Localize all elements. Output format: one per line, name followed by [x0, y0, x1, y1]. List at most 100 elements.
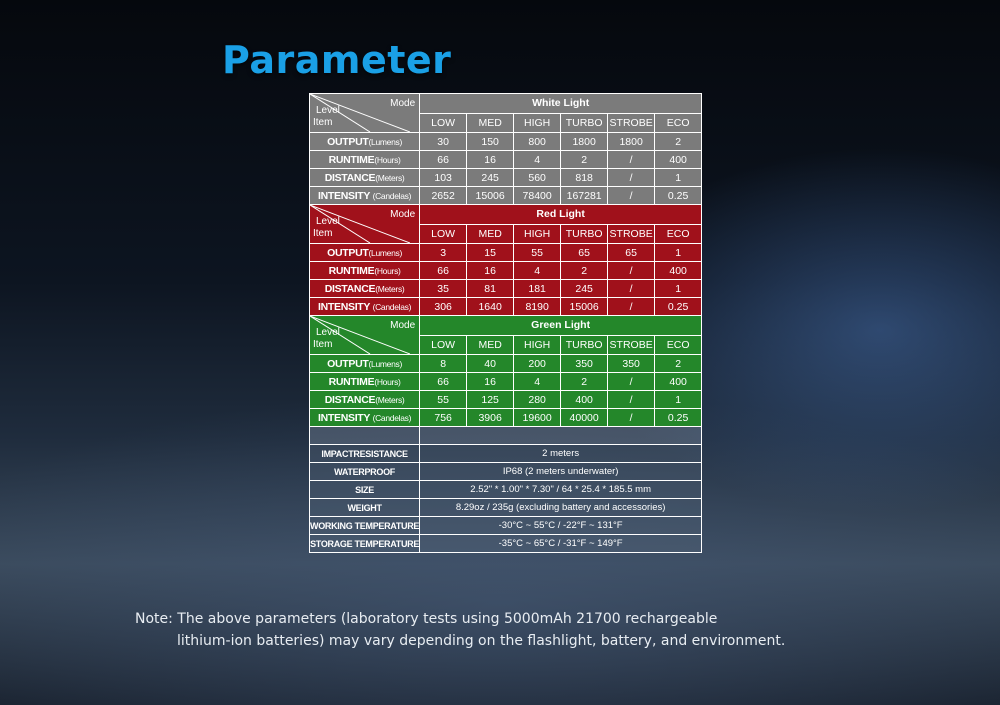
diagonal-divider	[310, 316, 410, 354]
row-label-unit: (Meters)	[375, 283, 405, 294]
section-title: Green Light	[419, 315, 703, 336]
table-cell: 19600	[513, 408, 562, 427]
diagonal-divider	[310, 205, 410, 243]
row-label-unit: (Lumens)	[368, 358, 403, 369]
row-label-name: DISTANCE	[324, 282, 376, 295]
mode-header-cell: HIGH	[513, 223, 562, 244]
mode-label: Mode	[390, 209, 416, 220]
section-title: Red Light	[419, 204, 703, 225]
row-label-unit: (Hours)	[374, 376, 401, 387]
mode-header-cell: TURBO	[560, 223, 609, 244]
table-cell: 1800	[607, 132, 656, 151]
footnote-line-2: lithium-ion batteries) may vary dependin…	[177, 633, 786, 649]
spec-row: WATERPROOF IP68 (2 meters underwater)	[308, 462, 703, 481]
row-label-name: OUTPUT	[327, 357, 369, 370]
table-cell: 78400	[513, 186, 562, 205]
row-label-name: INTENSITY	[317, 189, 373, 202]
level-label: Level	[316, 105, 340, 116]
diagonal-divider	[310, 94, 410, 132]
table-cell: /	[607, 168, 656, 187]
table-cell: 40000	[560, 408, 609, 427]
table-cell: 3906	[466, 408, 515, 427]
table-cell: 3	[419, 243, 468, 262]
row-label: INTENSITY (Candelas)	[308, 186, 421, 205]
table-cell: 400	[560, 390, 609, 409]
section-header-row: Mode Level Item Red Light	[308, 204, 703, 244]
table-cell: 15006	[466, 186, 515, 205]
table-row: DISTANCE(Meters) 35 81 181 245/1	[308, 279, 703, 298]
item-label: Item	[313, 117, 333, 128]
row-label: OUTPUT(Lumens)	[308, 243, 421, 262]
table-cell: 350	[607, 354, 656, 373]
spec-row: WEIGHT 8.29oz / 235g (excluding battery a…	[308, 498, 703, 517]
table-cell: 2	[654, 132, 703, 151]
table-cell: /	[607, 261, 656, 280]
table-cell: 0.25	[654, 408, 703, 427]
table-cell: 2	[560, 372, 609, 391]
table-cell: /	[607, 150, 656, 169]
table-cell: 0.25	[654, 186, 703, 205]
mode-header-cell: ECO	[654, 112, 703, 133]
row-label-name: RUNTIME	[328, 264, 375, 277]
table-cell: 167281	[560, 186, 609, 205]
row-label: OUTPUT(Lumens)	[308, 132, 421, 151]
row-label: OUTPUT(Lumens)	[308, 354, 421, 373]
table-row: INTENSITY (Candelas) 756 3906 19600 40000/0.…	[308, 408, 703, 427]
table-cell: 245	[466, 168, 515, 187]
mode-header-row: LOW MED HIGH TURBO STROBE ECO	[310, 223, 703, 244]
mode-header-cell: STROBE	[607, 334, 656, 355]
table-cell: 4	[513, 261, 562, 280]
table-cell: 4	[513, 372, 562, 391]
mode-header-cell: STROBE	[607, 112, 656, 133]
table-cell: 150	[466, 132, 515, 151]
mode-label: Mode	[390, 98, 416, 109]
table-row: DISTANCE(Meters) 55 125 280 400/1	[308, 390, 703, 409]
row-label-unit: (Lumens)	[368, 136, 403, 147]
row-label-name: OUTPUT	[327, 246, 369, 259]
table-cell: 81	[466, 279, 515, 298]
mode-header-row: LOW MED HIGH TURBO STROBE ECO	[310, 334, 703, 355]
table-cell: 30	[419, 132, 468, 151]
table-cell: 756	[419, 408, 468, 427]
mode-header-cell: HIGH	[513, 334, 562, 355]
table-row: DISTANCE(Meters) 103 245 560 818/1	[308, 168, 703, 187]
table-cell: 8	[419, 354, 468, 373]
table-cell: 2	[654, 354, 703, 373]
spec-value: 2 meters	[419, 444, 703, 463]
spec-label: STORAGE TEMPERATURE	[308, 534, 421, 553]
mode-header-cell: LOW	[419, 334, 468, 355]
row-label-unit: (Hours)	[374, 154, 401, 165]
row-label-unit: (Candelas)	[372, 301, 412, 312]
table-row: RUNTIME(Hours) 66 16 4 2/400	[308, 372, 703, 391]
level-label: Level	[316, 327, 340, 338]
spec-label: IMPACTRESISTANCE	[308, 444, 421, 463]
table-cell: 818	[560, 168, 609, 187]
section-header-row: Mode Level Item Green Light	[308, 315, 703, 355]
item-label: Item	[313, 228, 333, 239]
spec-value: IP68 (2 meters underwater)	[419, 462, 703, 481]
spec-value: 2.52" * 1.00" * 7.30" / 64 * 25.4 * 185.…	[419, 480, 703, 499]
level-label: Level	[316, 216, 340, 227]
spec-value: 8.29oz / 235g (excluding battery and acc…	[419, 498, 703, 517]
table-cell: 8190	[513, 297, 562, 316]
row-label: DISTANCE(Meters)	[308, 279, 421, 298]
parameter-table: Mode Level Item White Light LOW MED HIGH TURBO S…	[308, 93, 703, 553]
mode-header-cell: TURBO	[560, 334, 609, 355]
table-cell: 2652	[419, 186, 468, 205]
mode-header-cell: LOW	[419, 112, 468, 133]
table-row: OUTPUT(Lumens) 3 15 55 65 65 1	[308, 243, 703, 262]
table-cell: 16	[466, 372, 515, 391]
spacer-cell	[308, 426, 421, 445]
row-label-name: RUNTIME	[328, 153, 375, 166]
table-cell: 245	[560, 279, 609, 298]
page-title: Parameter	[222, 38, 452, 82]
spec-label: WEIGHT	[308, 498, 421, 517]
row-label-unit: (Candelas)	[372, 412, 412, 423]
row-label: DISTANCE(Meters)	[308, 390, 421, 409]
table-cell: 15	[466, 243, 515, 262]
table-cell: 65	[560, 243, 609, 262]
row-label-unit: (Candelas)	[372, 190, 412, 201]
table-row: INTENSITY (Candelas) 306 1640 8190 15006/0.2…	[308, 297, 703, 316]
spec-label: WORKING TEMPERATURE	[308, 516, 421, 535]
table-cell: 55	[419, 390, 468, 409]
